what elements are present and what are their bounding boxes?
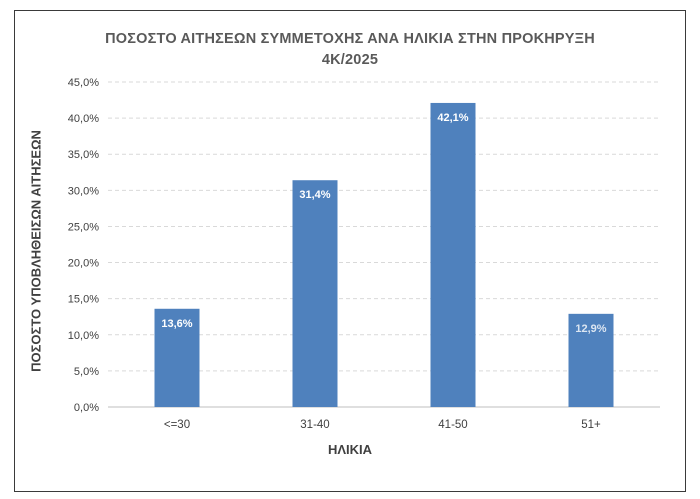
- bar-31-40: [292, 180, 338, 407]
- data-label: 13,6%: [161, 318, 192, 330]
- y-tick-label: 40,0%: [68, 113, 99, 125]
- chart-title-line2: 4Κ/2025: [321, 52, 379, 68]
- y-tick-label: 25,0%: [68, 221, 99, 233]
- x-axis-label: ΗΛΙΚΙΑ: [327, 442, 373, 457]
- y-tick-label: 15,0%: [68, 294, 99, 306]
- y-tick-label: 30,0%: [68, 185, 99, 197]
- x-tick-label: <=30: [164, 419, 190, 431]
- y-tick-label: 35,0%: [68, 149, 99, 161]
- x-tick-label: 41-50: [438, 419, 467, 431]
- data-label: 31,4%: [299, 189, 330, 201]
- data-label: 42,1%: [437, 112, 468, 124]
- bar-<=30: [154, 308, 200, 407]
- bar-51+: [568, 313, 614, 407]
- chart-title-line1: ΠΟΣΟΣΤΟ ΑΙΤΗΣΕΩΝ ΣΥΜΜΕΤΟΧΗΣ ΑΝΑ ΗΛΙΚΙΑ Σ…: [105, 31, 595, 47]
- data-label: 12,9%: [575, 323, 606, 335]
- x-tick-label: 51+: [581, 419, 601, 431]
- y-tick-label: 45,0%: [68, 77, 99, 89]
- x-tick-label: 31-40: [300, 419, 329, 431]
- y-tick-label: 5,0%: [74, 366, 99, 378]
- y-tick-label: 20,0%: [68, 258, 99, 270]
- y-tick-label: 10,0%: [68, 330, 99, 342]
- y-tick-label: 0,0%: [74, 402, 99, 414]
- chart-frame: [14, 10, 686, 492]
- bar-41-50: [430, 102, 476, 407]
